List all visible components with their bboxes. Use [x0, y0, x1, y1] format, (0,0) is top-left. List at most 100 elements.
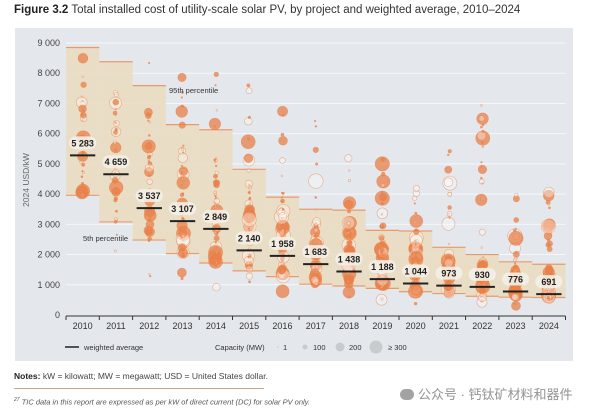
project-bubble [381, 284, 385, 287]
project-bubble [511, 293, 519, 301]
annotation-95th-percentile: 95th percentile [169, 86, 218, 95]
weighted-average-label: 973 [441, 269, 456, 279]
project-bubble [478, 228, 486, 236]
value-label-bg [268, 236, 297, 250]
project-bubble [378, 235, 385, 241]
project-bubble [248, 206, 251, 210]
project-bubble [343, 199, 354, 210]
project-bubble [113, 130, 118, 135]
project-bubble [80, 113, 84, 116]
project-bubble [414, 228, 418, 232]
x-tick-label: 2015 [239, 321, 259, 331]
legend-capacity-title: Capacity (MW) [215, 343, 265, 352]
project-bubble [214, 201, 217, 204]
project-bubble [115, 209, 118, 213]
project-bubble [214, 241, 217, 244]
project-bubble [248, 197, 252, 201]
footnote-divider [14, 388, 264, 389]
weighted-average-label: 930 [475, 270, 490, 280]
value-label-bg [168, 202, 197, 216]
weighted-average-label: 1 683 [304, 247, 327, 257]
project-bubble [281, 259, 284, 263]
project-bubble [243, 153, 254, 164]
project-bubble [413, 202, 416, 205]
project-bubble [247, 191, 250, 194]
project-bubble [213, 158, 217, 162]
project-bubble [376, 274, 389, 287]
x-tick-label: 2018 [339, 321, 359, 331]
project-bubble [547, 297, 551, 300]
weighted-average-label: 691 [541, 277, 556, 287]
project-bubble [215, 109, 218, 112]
project-bubble [113, 249, 117, 253]
footnote-marker: 27 [14, 397, 20, 403]
y-tick-label: 2 000 [37, 250, 60, 260]
project-bubble [442, 175, 458, 191]
project-bubble [177, 72, 187, 82]
project-bubble [213, 197, 220, 205]
project-bubble [144, 163, 154, 173]
project-bubble [181, 192, 185, 195]
x-tick-label: 2012 [139, 321, 159, 331]
weighted-average-label: 776 [508, 275, 523, 285]
x-tick-label: 2014 [206, 321, 226, 331]
project-bubble [346, 231, 350, 234]
value-label-bg [335, 252, 363, 266]
project-bubble [147, 168, 151, 171]
project-bubble [147, 119, 150, 122]
project-bubble [414, 254, 418, 257]
project-bubble [414, 211, 418, 215]
project-bubble [182, 239, 185, 242]
project-bubble [246, 83, 251, 88]
project-bubble [508, 230, 524, 246]
project-bubble [180, 96, 183, 99]
project-bubble [111, 187, 121, 197]
y-tick-label: 9 000 [37, 38, 60, 48]
legend-capacity-label: 200 [349, 343, 362, 352]
project-bubble [313, 227, 319, 233]
project-bubble [176, 176, 190, 190]
project-bubble [414, 214, 417, 217]
project-bubble [115, 233, 119, 236]
project-bubble [280, 132, 285, 137]
project-bubble [444, 258, 454, 268]
project-bubble [513, 258, 517, 262]
project-bubble [409, 234, 423, 248]
project-bubble [313, 269, 316, 272]
project-bubble [78, 104, 87, 114]
project-bubble [112, 110, 118, 116]
project-bubble [177, 267, 187, 278]
project-bubble [481, 129, 485, 133]
project-bubble [413, 301, 418, 306]
project-bubble [413, 185, 420, 192]
project-bubble [480, 125, 483, 129]
project-bubble [248, 201, 252, 205]
project-bubble [479, 288, 484, 294]
project-bubble [81, 99, 84, 103]
project-bubble [111, 176, 119, 184]
legend-weighted-average-label: weighted average [83, 343, 143, 352]
x-tick-label: 2011 [106, 321, 125, 331]
project-bubble [312, 217, 321, 226]
weighted-average-label: 1 438 [338, 255, 361, 265]
project-bubble [479, 178, 485, 185]
project-bubble [144, 142, 153, 150]
project-bubble [315, 162, 319, 166]
project-bubble [448, 292, 451, 295]
project-bubble [246, 167, 252, 173]
project-bubble [341, 216, 355, 230]
project-bubble [148, 273, 151, 276]
project-bubble [312, 146, 319, 153]
project-bubble [113, 220, 118, 224]
project-bubble [481, 141, 484, 144]
value-label-bg [69, 136, 97, 150]
weighted-average-label: 5 283 [71, 138, 94, 148]
project-bubble [314, 119, 317, 123]
footnote: 27 TIC data in this report are expressed… [14, 397, 310, 407]
legend-capacity-bubble [335, 342, 345, 352]
project-bubble [81, 119, 84, 122]
value-label-bg [468, 267, 496, 281]
project-bubble [374, 156, 390, 172]
project-bubble [82, 171, 85, 175]
figure-label: Figure 3.2 [14, 4, 69, 16]
